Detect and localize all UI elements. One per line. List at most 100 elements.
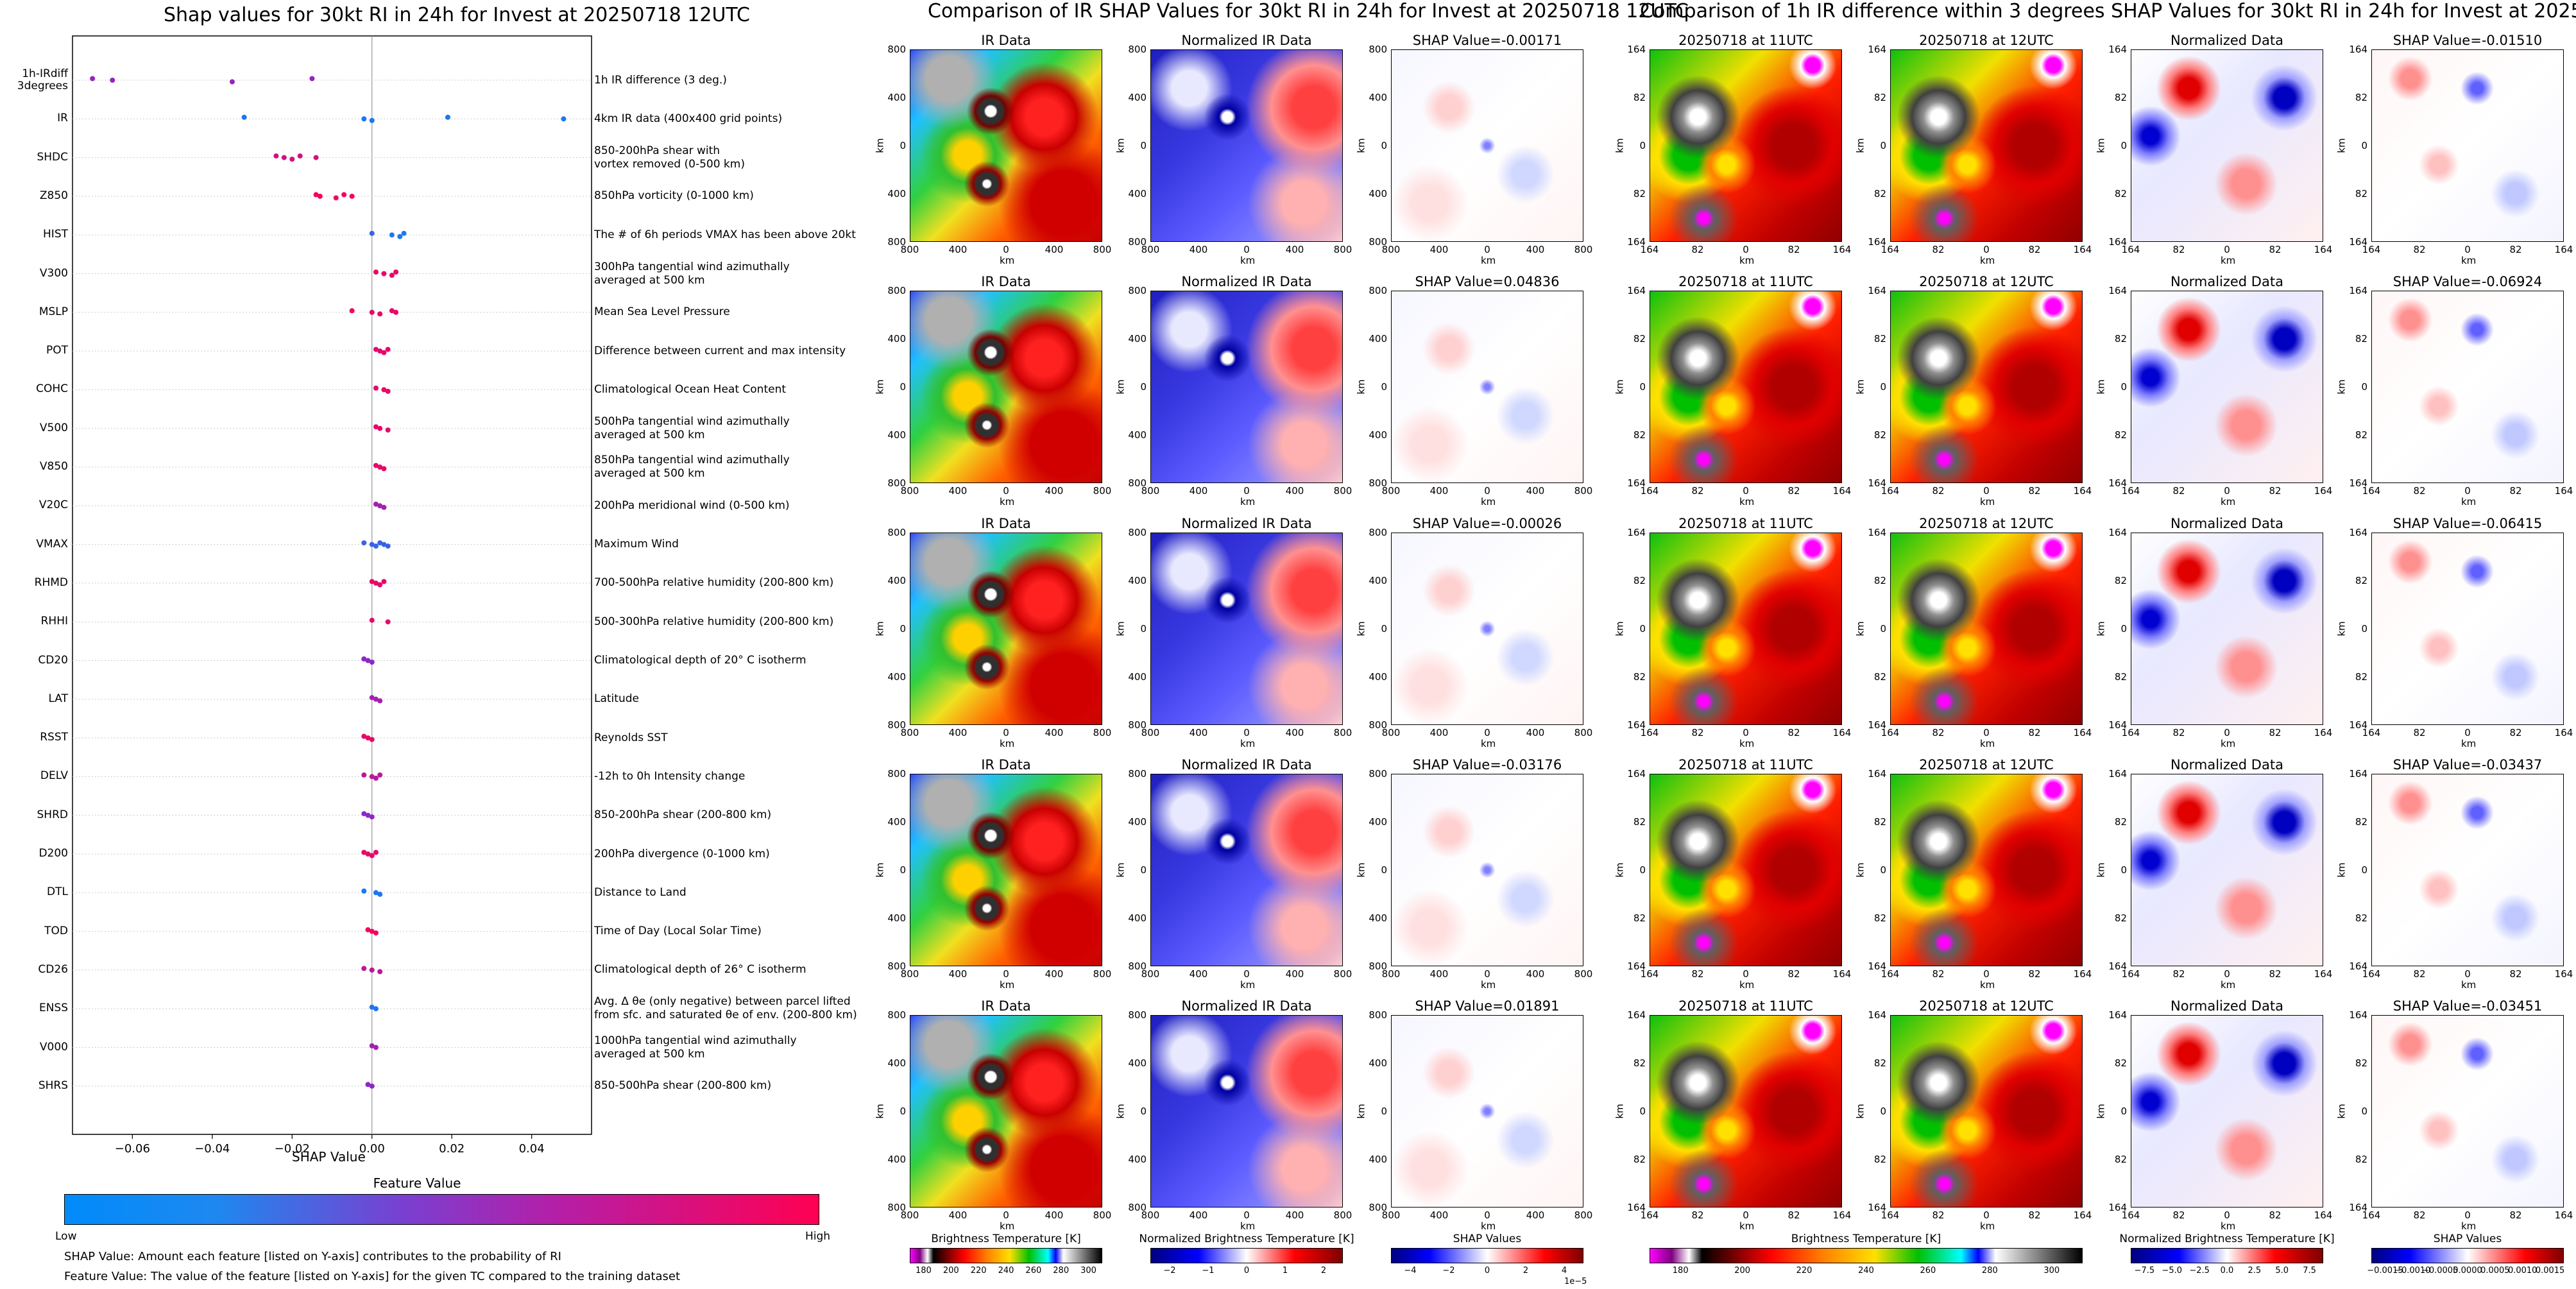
x-tick-label: 164 [1832,244,1852,255]
ir-shap-panel-title: SHAP Value=-0.00171 [1412,33,1562,48]
x-tick-label: 0 [1743,485,1749,497]
x-tick-label: 82 [2509,485,2522,497]
colorbar-tick-label: −0.0005 [2421,1266,2459,1276]
y-tick-label: 164 [2108,1202,2127,1213]
normalized-ir-panel-title: Normalized IR Data [1181,33,1312,48]
colorbar-tick-label: 0.0015 [2535,1266,2565,1276]
ir-data-panel [910,49,1102,242]
x-axis-label: km [1240,496,1256,508]
x-tick-label: 400 [948,968,968,980]
x-tick-label: 800 [900,1209,919,1221]
shap-point [381,504,387,510]
y-tick-label: 0 [2361,864,2367,876]
y-tick-label: 0 [2120,864,2127,876]
y-tick-label: 0 [2361,381,2367,393]
shap-point [369,737,375,742]
x-tick-label: 164 [2554,244,2573,255]
y-tick-label: 800 [1369,527,1387,538]
ir-data-panel-title: IR Data [981,274,1031,289]
y-tick-label: 800 [1128,527,1147,538]
shap-point [373,346,379,352]
y-tick-label: 400 [1128,1154,1147,1165]
y-axis-label: km [2095,621,2107,636]
x-tick-label: 82 [2413,727,2426,738]
x-tick-label: 0 [1983,968,1990,980]
x-tick-label: 0 [2464,727,2471,738]
y-axis-label: km [1614,1104,1626,1119]
x-tick-label: 0 [2464,968,2471,980]
x-tick-label: 400 [948,727,968,738]
normalized-ir-panel-title: Normalized IR Data [1181,516,1312,531]
diff-normalized-colorbar-title: Normalized Brightness Temperature [K] [2119,1233,2335,1245]
feature-value-colorbar-title: Feature Value [373,1175,461,1191]
shap-point [281,155,287,160]
x-tick-label: 800 [1141,727,1160,738]
x-axis-label: km [2461,496,2477,508]
x-tick-label: 0 [2224,485,2230,497]
x-tick-label: 400 [1189,1209,1208,1221]
x-tick-label: 82 [2028,485,2041,497]
y-tick-label: 164 [2349,285,2367,296]
shap-point [229,79,235,85]
ir-12utc-panel-title: 20250718 at 12UTC [1919,998,2054,1014]
shap-point [309,76,315,81]
shap-point [313,155,319,160]
x-tick-label: 82 [2413,485,2426,497]
y-axis-label: km [1854,1104,1866,1119]
y-tick-label: 82 [2355,1154,2367,1165]
x-tick-label: 400 [1429,1209,1449,1221]
y-tick-label: 800 [887,285,906,296]
x-tick-label: 164 [2314,1209,2333,1221]
ir-11utc-panel-title: 20250718 at 11UTC [1678,274,1813,289]
x-tick-label: 800 [1093,244,1112,255]
x-tick-label: 0 [1243,485,1250,497]
x-axis-label: km [1481,255,1496,266]
y-axis-label: km [2095,1104,2107,1119]
normalized-diff-panel-title: Normalized Data [2171,274,2283,289]
shap-summary-plot: −0.06 −0.04 −0.02 0.00 0.02 0.04 [72,35,592,1156]
feature-label: V000 [39,1040,68,1054]
shap-point [361,656,367,662]
y-tick-label: 164 [1627,719,1646,731]
feature-label: VMAX [36,537,68,551]
x-tick-label: 400 [1189,727,1208,738]
feature-description: Climatological Ocean Heat Content [594,382,787,396]
shap-point [297,153,303,159]
y-tick-label: 800 [1128,719,1147,731]
shap-point [377,540,383,546]
y-tick-label: 82 [2114,816,2127,828]
shap-point [377,891,383,897]
y-axis-label: km [2095,379,2107,395]
ir-12utc-panel [1890,291,2083,483]
feature-label: SHDC [37,150,68,164]
diff-normalized-colorbar [2131,1248,2323,1263]
y-tick-label: 0 [1140,1105,1147,1117]
feature-label: DTL [47,885,68,899]
shap-point [381,387,387,393]
y-tick-label: 164 [1868,285,1886,296]
y-tick-label: 82 [1633,429,1646,441]
y-tick-label: 800 [1369,768,1387,780]
x-axis-label: km [1240,979,1256,991]
colorbar-tick-label: −0.0015 [2367,1266,2403,1276]
y-tick-label: 800 [1128,1202,1147,1213]
colorbar-tick-label: 240 [1858,1266,1874,1276]
y-tick-label: 0 [900,623,906,635]
x-tick-label: 0 [1743,1209,1749,1221]
feature-label: Z850 [39,189,68,202]
ir-11utc-panel-title: 20250718 at 11UTC [1678,998,1813,1014]
shap-point [389,308,395,314]
y-tick-label: 800 [887,1202,906,1213]
x-tick-label: 164 [2121,727,2140,738]
y-axis-label: km [874,621,886,636]
y-tick-label: 82 [1873,92,1886,103]
x-tick-label: 164 [2121,968,2140,980]
y-tick-label: 164 [2108,719,2127,731]
y-axis-label: km [1614,862,1626,878]
x-tick-label: 82 [2509,727,2522,738]
x-tick-label: 400 [1526,244,1545,255]
colorbar-tick-label: −4 [1404,1266,1417,1276]
shap-point [389,232,395,238]
ir-11utc-panel-title: 20250718 at 11UTC [1678,33,1813,48]
shap-point [369,695,375,701]
